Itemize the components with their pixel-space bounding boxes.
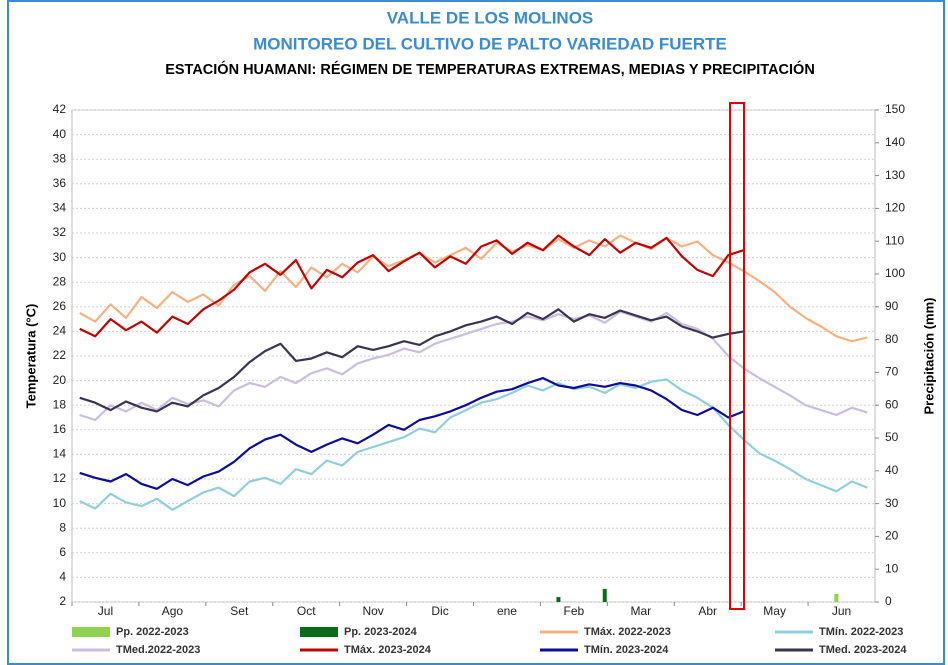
y-tick-label: 2 [59,594,66,608]
x-tick-label: Jul [98,604,113,618]
y-tick-label: 14 [53,447,67,461]
x-tick-label: Mar [630,604,651,618]
legend-label: TMed. 2023-2024 [819,644,907,656]
x-tick-label: Nov [362,604,383,618]
legend-label: TMín. 2022-2023 [819,626,903,638]
highlight-box [729,102,745,610]
y2-tick-label: 10 [885,561,899,575]
y2-tick-label: 120 [885,201,905,215]
precip-bar [602,588,607,602]
y-tick-label: 28 [53,274,67,288]
y2-tick-label: 150 [885,102,905,116]
y2-tick-label: 140 [885,135,905,149]
x-tick-label: Feb [564,604,585,618]
y-tick-label: 40 [53,127,67,141]
chart-title: VALLE DE LOS MOLINOS [387,8,594,27]
plot: 2468101214161820222426283032343638404201… [53,102,908,656]
chart-heading: ESTACIÓN HUAMANI: RÉGIMEN DE TEMPERATURA… [165,60,815,78]
y-tick-label: 26 [53,299,67,313]
y-tick-label: 42 [53,102,67,116]
y2-tick-label: 50 [885,430,899,444]
y-tick-label: 32 [53,225,67,239]
y-tick-label: 22 [53,348,67,362]
x-tick-label: Set [230,604,249,618]
y-tick-label: 30 [53,250,67,264]
series-line [79,377,745,490]
y-tick-label: 18 [53,397,67,411]
y2-axis-title: Precipitación (mm) [921,297,936,414]
y-tick-label: 10 [53,496,67,510]
legend-label: TMín. 2023-2024 [584,644,669,656]
y2-tick-label: 110 [885,233,904,247]
legend-swatch [72,627,110,637]
x-tick-label: Abr [698,604,717,618]
series-line [79,308,744,413]
y-tick-label: 8 [59,520,66,534]
x-tick-label: Jun [832,604,851,618]
legend-label: TMed.2022-2023 [116,644,200,656]
y-tick-label: 20 [53,373,67,387]
y2-tick-label: 30 [885,496,899,510]
y2-tick-label: 40 [885,463,899,477]
y-tick-label: 16 [53,422,67,436]
series-line [79,234,745,338]
legend-label: Pp. 2022-2023 [116,626,189,638]
series-line [79,310,868,422]
chart-subtitle: MONITOREO DEL CULTIVO DE PALTO VARIEDAD … [253,34,727,53]
y-tick-label: 12 [53,471,67,485]
y-tick-label: 24 [53,324,67,338]
y-tick-label: 38 [53,151,67,165]
legend-label: Pp. 2023-2024 [344,626,418,638]
x-tick-label: ene [497,604,517,618]
y2-tick-label: 20 [885,529,899,543]
y-axis-title: Temperatura (°C) [23,304,38,409]
y-tick-label: 36 [53,176,67,190]
series-line [79,234,868,343]
legend-label: TMáx. 2022-2023 [584,626,671,638]
y-tick-label: 6 [59,545,66,559]
y2-tick-label: 100 [885,266,905,280]
y2-tick-label: 0 [885,594,892,608]
y2-tick-label: 80 [885,332,899,346]
x-tick-label: May [763,604,786,618]
x-tick-label: Oct [297,604,316,618]
legend-swatch [300,627,338,637]
y2-tick-label: 60 [885,397,899,411]
series-line [79,378,868,511]
y2-tick-label: 70 [885,365,899,379]
precip-bar [834,593,839,602]
legend-label: TMáx. 2023-2024 [344,644,432,656]
y-tick-label: 4 [59,570,66,584]
x-tick-label: Ago [162,604,184,618]
y2-tick-label: 90 [885,299,899,313]
precip-bar [556,597,561,602]
x-tick-label: Dic [431,604,448,618]
y2-tick-label: 130 [885,168,905,182]
y-tick-label: 34 [53,201,67,215]
